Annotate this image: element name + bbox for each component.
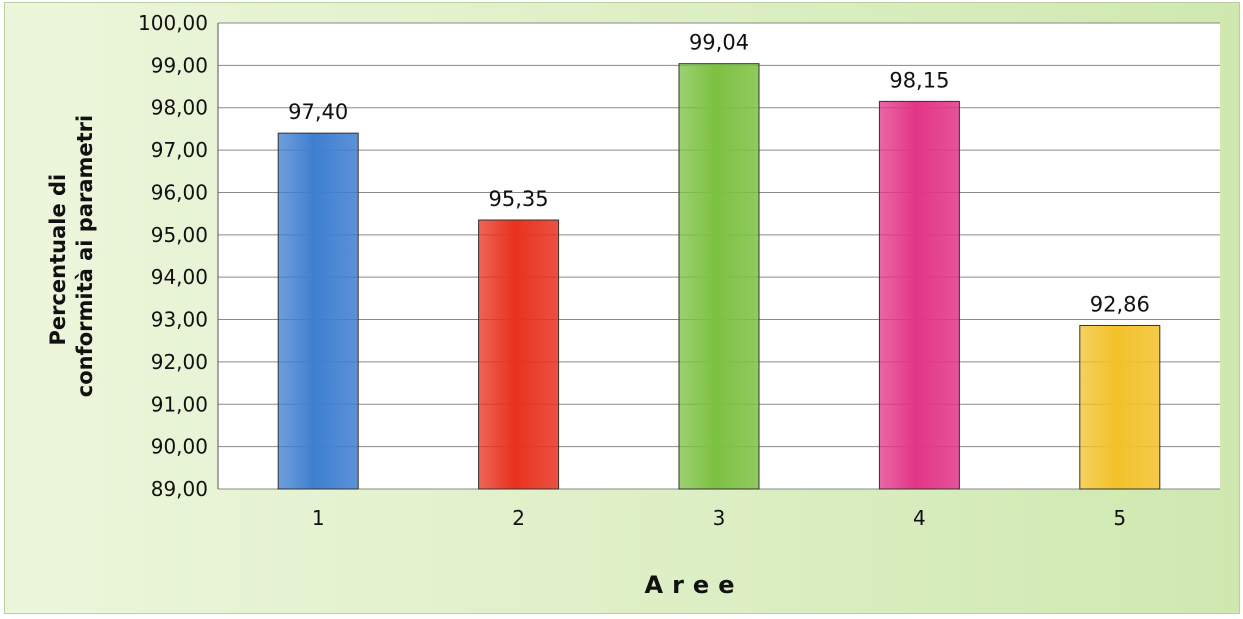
category-label: 1 [312,506,325,530]
value-labels: 97,40 95,35 99,04 98,15 92,86 [288,31,1150,317]
y-tick-label: 89,00 [151,477,208,501]
value-label-area-2: 95,35 [489,187,549,211]
category-label: 5 [1113,506,1126,530]
x-axis-label: Aree [645,571,744,599]
value-label-area-4: 98,15 [889,68,949,92]
y-tick-label: 92,00 [151,350,208,374]
y-tick-label: 97,00 [151,138,208,162]
y-axis-label-line-1: Percentuale di [46,174,70,346]
value-label-area-5: 92,86 [1090,292,1150,316]
y-tick-label: 99,00 [151,53,208,77]
category-label: 3 [713,506,726,530]
chart-panel: 89,00 90,00 91,00 92,00 93,00 94,00 95,00 96,00… [4,2,1240,614]
y-tick-label: 100,00 [138,11,208,35]
y-axis-label: Percentuale di conformità ai parametri [46,115,97,397]
y-tick-label: 94,00 [151,265,208,289]
y-tick-label: 98,00 [151,96,208,120]
y-tick-label: 90,00 [151,435,208,459]
bar-area-4 [878,100,960,490]
y-tick-label: 95,00 [151,223,208,247]
y-tick-label: 91,00 [151,392,208,416]
y-tick-label: 96,00 [151,180,208,204]
bar-area-1 [277,132,359,490]
bar-area-5 [1079,324,1161,490]
bar-area-3 [678,63,760,490]
bar-chart: 89,00 90,00 91,00 92,00 93,00 94,00 95,00 96,00… [46,11,1220,599]
category-label: 4 [913,506,926,530]
category-label: 2 [512,506,525,530]
x-axis-categories: 1 2 3 4 5 [312,506,1126,530]
y-axis-label-line-2: conformità ai parametri [73,115,97,397]
y-tick-label: 93,00 [151,308,208,332]
value-label-area-1: 97,40 [288,100,348,124]
bar-area-2 [478,219,560,490]
bars [277,63,1161,490]
value-label-area-3: 99,04 [689,31,749,55]
y-axis-ticks: 89,00 90,00 91,00 92,00 93,00 94,00 95,00 96,00… [138,11,208,501]
